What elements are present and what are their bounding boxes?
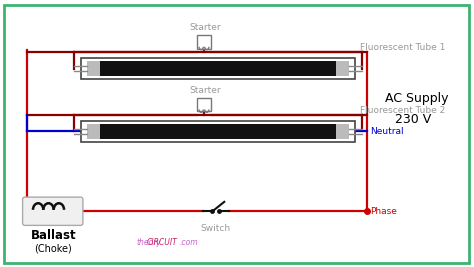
Text: Starter: Starter xyxy=(189,23,220,33)
Text: .com: .com xyxy=(180,238,198,247)
Text: (Choke): (Choke) xyxy=(34,243,72,253)
Text: CIRCUIT: CIRCUIT xyxy=(146,238,177,247)
Bar xyxy=(82,58,355,79)
FancyBboxPatch shape xyxy=(23,197,83,225)
Text: Ballast: Ballast xyxy=(30,229,76,242)
Text: theory: theory xyxy=(137,238,162,247)
Text: Phase: Phase xyxy=(370,207,397,216)
Bar xyxy=(82,121,355,142)
Bar xyxy=(87,124,100,139)
Bar xyxy=(197,36,210,49)
Text: AC Supply: AC Supply xyxy=(385,92,449,105)
Bar xyxy=(87,124,349,139)
Bar xyxy=(336,61,349,76)
Text: Switch: Switch xyxy=(201,225,231,233)
Bar xyxy=(336,124,349,139)
Text: Fluorescent Tube 1: Fluorescent Tube 1 xyxy=(360,44,446,52)
Text: 230 V: 230 V xyxy=(395,113,431,126)
Text: Starter: Starter xyxy=(189,86,220,95)
Text: Fluorescent Tube 2: Fluorescent Tube 2 xyxy=(360,106,446,115)
Bar xyxy=(87,61,100,76)
Text: Neutral: Neutral xyxy=(370,127,404,136)
Bar xyxy=(87,61,349,76)
Bar xyxy=(197,98,210,111)
